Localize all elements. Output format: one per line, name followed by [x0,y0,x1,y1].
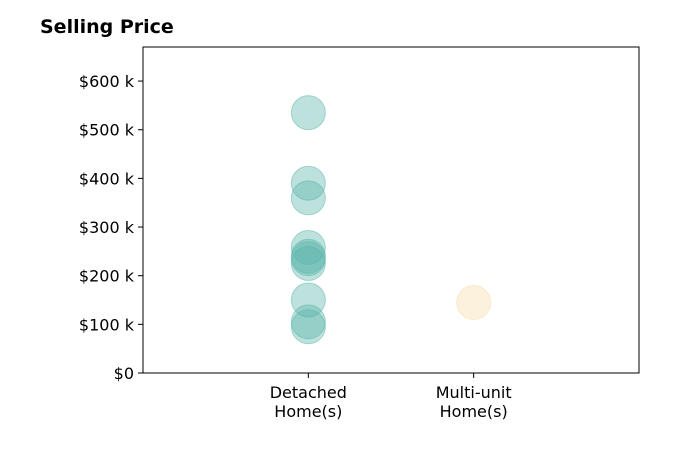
y-axis: $0 $100 k $200 k $300 k $400 k $500 k $600 k [79,72,143,383]
y-tick-label: $400 k [79,169,135,188]
y-tick-label: $600 k [79,72,135,91]
y-tick-label: $500 k [79,121,135,140]
data-point [290,282,326,318]
x-tick-label: Home(s) [440,402,508,421]
x-tick-label: Detached [270,383,347,402]
data-point [290,304,326,340]
data-points [290,95,492,345]
data-point [290,241,326,277]
x-tick-label: Multi-unit [436,383,512,402]
y-tick-label: $300 k [79,218,135,237]
y-tick-label: $0 [114,364,134,383]
chart-title: Selling Price [40,16,174,38]
plot-area-frame [142,46,640,374]
x-tick-label: Home(s) [274,402,342,421]
data-point [290,165,326,201]
y-tick-label: $100 k [79,315,135,334]
data-point [290,229,326,265]
data-point [290,246,326,282]
data-point [290,180,326,216]
data-point [456,284,492,320]
y-tick-label: $200 k [79,267,135,286]
data-point [290,309,326,345]
data-point [290,95,326,131]
